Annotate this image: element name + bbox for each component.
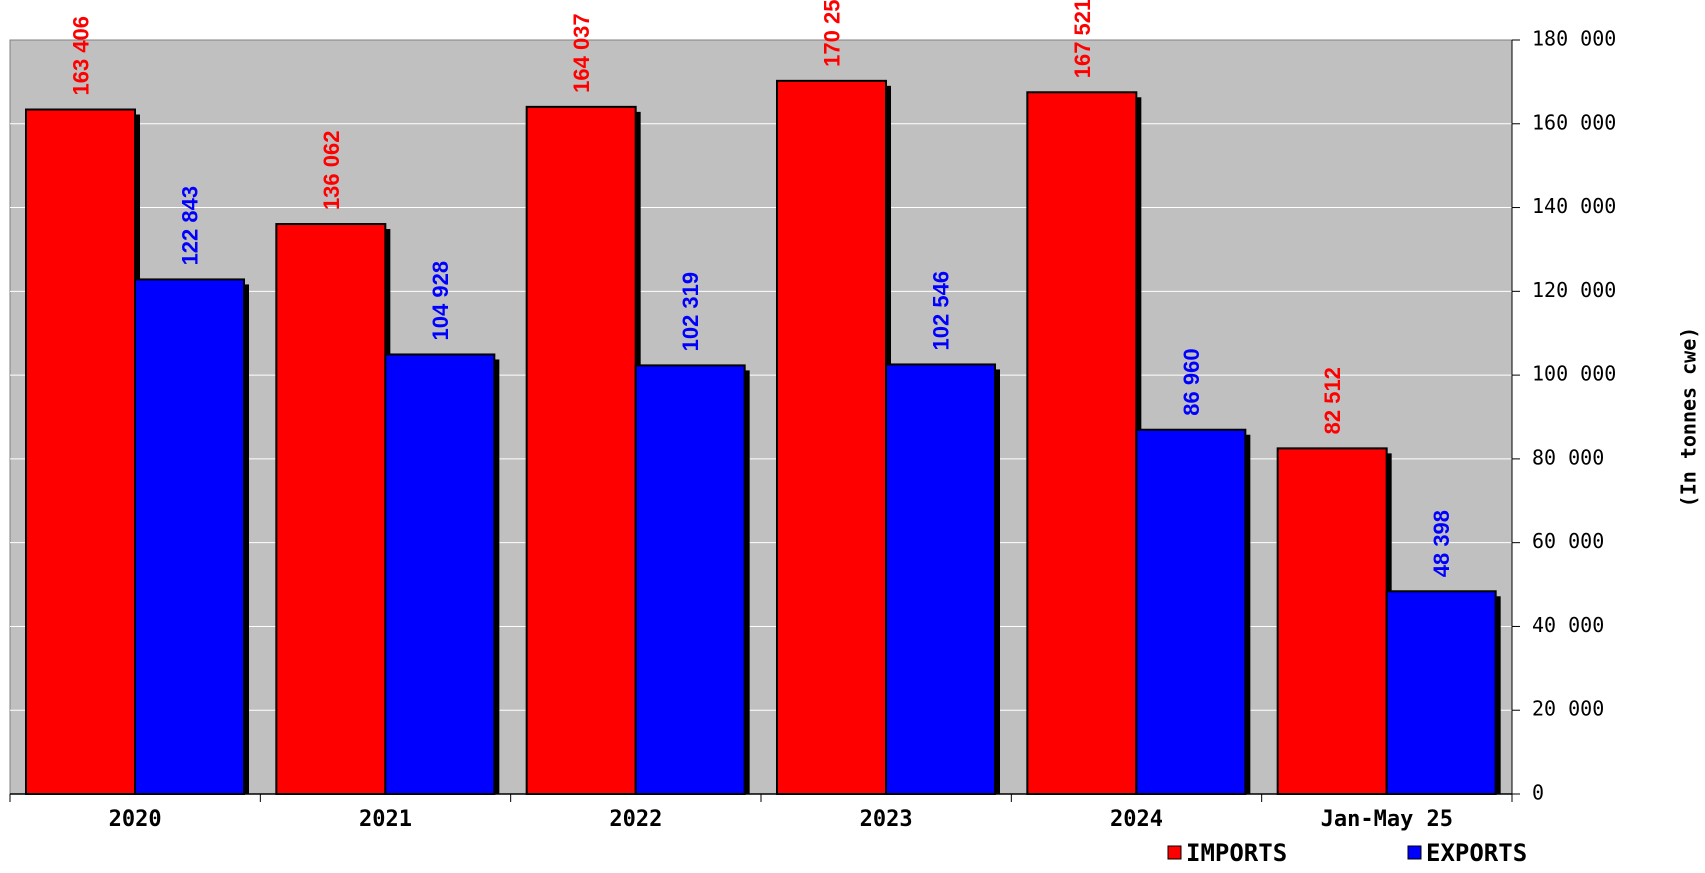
gridlines xyxy=(10,123,1512,711)
data-label-exports: 48 398 xyxy=(1429,510,1454,577)
bar-imports xyxy=(1276,447,1388,795)
y-tick-label: 60 000 xyxy=(1532,529,1604,553)
y-tick-label: 80 000 xyxy=(1532,445,1604,469)
y-tick-label: 160 000 xyxy=(1532,110,1616,134)
legend-label-exports: EXPORTS xyxy=(1426,839,1527,867)
data-label-imports: 164 037 xyxy=(569,13,594,93)
x-tick-label: 2024 xyxy=(1110,807,1163,832)
x-tick-label: Jan-May 25 xyxy=(1321,807,1453,832)
data-label-imports: 136 062 xyxy=(319,131,344,211)
bar-exports xyxy=(134,278,245,795)
bar-exports xyxy=(1135,428,1247,795)
bar-exports xyxy=(634,364,746,795)
y-tick-label: 140 000 xyxy=(1532,194,1616,218)
data-label-exports: 102 319 xyxy=(678,272,703,352)
x-tick-label: 2021 xyxy=(359,807,412,832)
legend-swatch-imports xyxy=(1167,845,1182,860)
bar-exports xyxy=(1385,590,1497,796)
legend: IMPORTS EXPORTS xyxy=(1167,839,1527,867)
y-tick-label: 0 xyxy=(1532,781,1544,805)
axes: 0 20 000 40 000 60 000 80 000 100 000 120 000 1… xyxy=(9,27,1616,832)
x-tick-label: 2020 xyxy=(109,807,162,832)
x-tick-label: 2023 xyxy=(860,807,913,832)
y-tick-label: 180 000 xyxy=(1532,27,1616,51)
data-label-imports: 167 521 xyxy=(1070,0,1095,78)
data-label-imports: 163 406 xyxy=(69,16,94,96)
legend-swatch-exports xyxy=(1407,845,1422,860)
x-tick-label: 2022 xyxy=(609,807,662,832)
bar-imports xyxy=(275,223,387,796)
bar-imports xyxy=(25,108,136,795)
bars: 163 406 122 843 136 062 104 928 164 037 102 3… xyxy=(25,0,1501,796)
y-tick-label: 100 000 xyxy=(1532,362,1616,386)
data-label-exports: 86 960 xyxy=(1179,348,1204,415)
bar-exports xyxy=(384,353,496,795)
bar-imports xyxy=(525,105,637,795)
data-label-exports: 122 843 xyxy=(178,186,203,266)
bar-imports xyxy=(1026,91,1138,796)
bar-imports xyxy=(776,79,887,795)
bar-exports xyxy=(885,363,996,795)
y-axis-title: (In tonnes cwe) xyxy=(1677,327,1701,508)
data-label-imports: 82 512 xyxy=(1320,367,1345,434)
y-tick-label: 40 000 xyxy=(1532,613,1604,637)
y-tick-label: 120 000 xyxy=(1532,278,1616,302)
data-label-exports: 104 928 xyxy=(428,261,453,341)
data-label-exports: 102 546 xyxy=(929,271,954,351)
legend-label-imports: IMPORTS xyxy=(1186,839,1287,867)
data-label-imports: 170 25 xyxy=(820,0,845,67)
y-tick-label: 20 000 xyxy=(1532,697,1604,721)
plot-area xyxy=(9,39,1513,795)
